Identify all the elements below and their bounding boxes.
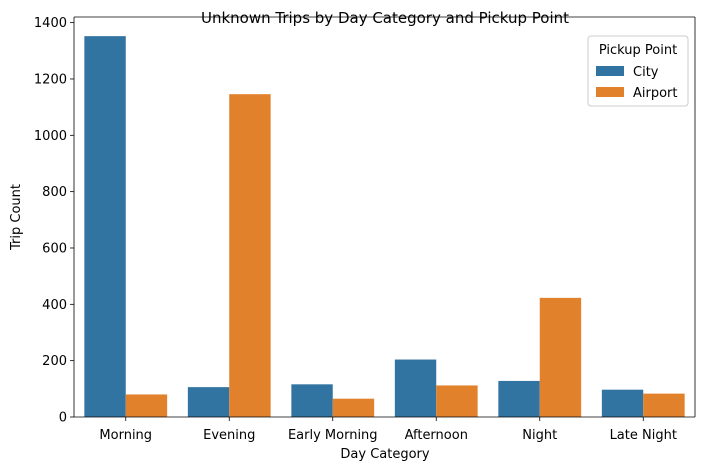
bar-city-morning (84, 36, 126, 418)
bar-airport-late-night (643, 393, 685, 417)
y-axis-label: Trip Count (9, 184, 24, 251)
legend-swatch-city (596, 66, 624, 76)
y-tick-label: 0 (59, 411, 67, 426)
x-tick-label: Night (522, 428, 557, 443)
legend-label-airport: Airport (633, 86, 678, 101)
x-ticks: Morning Evening Early Morning Afternoon Nigh… (99, 417, 677, 443)
bar-airport-early-morning (332, 398, 375, 417)
x-tick-label: Morning (99, 428, 152, 443)
legend-items: City Airport (596, 65, 678, 101)
x-tick-label: Afternoon (405, 428, 468, 443)
legend-label-city: City (633, 65, 659, 80)
legend-title: Pickup Point (599, 43, 677, 58)
bar-city-evening (187, 387, 230, 417)
y-tick-label: 1400 (34, 16, 67, 31)
y-tick-label: 600 (42, 241, 67, 256)
y-tick-label: 1200 (34, 72, 67, 87)
bar-city-late-night (601, 389, 644, 417)
bar-city-early-morning (291, 384, 333, 417)
bar-airport-afternoon (436, 385, 478, 417)
x-axis-label: Day Category (340, 447, 429, 462)
bar-city-night (498, 380, 540, 417)
x-tick-label: Late Night (610, 428, 677, 443)
x-tick-label: Early Morning (288, 428, 378, 443)
bars-group (84, 36, 685, 418)
y-tick-label: 800 (42, 185, 67, 200)
x-tick-label: Evening (203, 428, 255, 443)
y-tick-label: 1000 (34, 129, 67, 144)
bar-city-afternoon (394, 359, 437, 417)
y-tick-label: 200 (42, 354, 67, 369)
legend-swatch-airport (596, 87, 624, 97)
chart-title: Unknown Trips by Day Category and Pickup… (201, 9, 569, 27)
bar-airport-night (539, 297, 582, 417)
y-ticks: 0 200 400 600 800 1000 1200 1400 (34, 16, 74, 426)
y-tick-label: 400 (42, 298, 67, 313)
legend: Pickup Point City Airport (587, 35, 689, 107)
bar-airport-evening (229, 94, 271, 418)
bar-airport-morning (125, 394, 168, 417)
